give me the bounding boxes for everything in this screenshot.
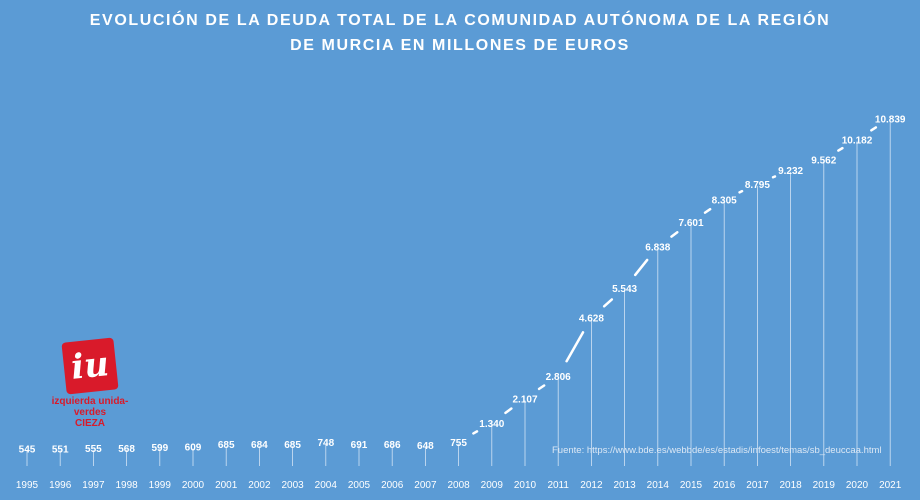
x-tick-label: 2011 <box>547 480 569 491</box>
x-tick-label: 2005 <box>348 480 371 491</box>
source-note: Fuente: https://www.bde.es/webbde/es/est… <box>552 445 882 456</box>
data-label: 684 <box>251 440 268 451</box>
x-tick-label: 2008 <box>447 480 470 491</box>
data-label: 9.232 <box>778 166 803 177</box>
iu-logo-icon: iu <box>61 337 119 395</box>
x-tick-label: 2010 <box>514 480 537 491</box>
series-line-segment <box>703 207 712 214</box>
series-line-segment <box>472 430 479 435</box>
data-label: 685 <box>284 440 301 451</box>
x-tick-label: 2016 <box>713 480 736 491</box>
x-tick-label: 2017 <box>746 480 769 491</box>
series-line-segment <box>738 189 744 194</box>
x-tick-label: 2019 <box>813 480 836 491</box>
logo-text-line-1: izquierda unida-verdes <box>51 396 129 418</box>
data-label: 8.795 <box>745 180 770 191</box>
data-label: 555 <box>85 444 102 455</box>
data-label: 599 <box>151 443 168 454</box>
x-tick-label: 1998 <box>115 480 138 491</box>
data-label: 686 <box>384 440 401 451</box>
series-line-segment <box>670 231 679 238</box>
x-tick-label: 1995 <box>16 480 39 491</box>
data-label: 2.107 <box>512 394 537 405</box>
x-tick-label: 2009 <box>481 480 504 491</box>
iu-logo: iu izquierda unida-verdes CIEZA <box>40 337 140 429</box>
data-label: 2.806 <box>546 372 571 383</box>
x-tick-label: 2003 <box>281 480 304 491</box>
series-line-segment <box>771 175 777 179</box>
x-tick-label: 1997 <box>82 480 105 491</box>
series-line-segment <box>504 407 513 415</box>
x-tick-label: 2002 <box>248 480 271 491</box>
data-label: 7.601 <box>678 218 703 229</box>
data-label: 648 <box>417 441 434 452</box>
x-tick-label: 2015 <box>680 480 703 491</box>
x-tick-label: 2014 <box>647 480 670 491</box>
data-label: 8.305 <box>712 196 737 207</box>
logo-text-line-2: CIEZA <box>75 418 105 429</box>
series-line-segment <box>633 258 649 277</box>
x-tick-label: 1996 <box>49 480 72 491</box>
x-tick-label: 2013 <box>613 480 636 491</box>
x-tick-label: 2001 <box>215 480 238 491</box>
x-tick-label: 2020 <box>846 480 869 491</box>
data-label: 755 <box>450 438 467 449</box>
data-label: 545 <box>19 445 36 456</box>
series-line-segment <box>870 126 878 132</box>
data-label: 10.182 <box>842 135 873 146</box>
data-label: 5.543 <box>612 284 637 295</box>
chart-title-line-2: DE MURCIA EN MILLONES DE EUROS <box>290 37 630 54</box>
data-label: 6.838 <box>645 243 670 254</box>
data-label: 748 <box>317 438 334 449</box>
data-label: 691 <box>351 440 368 451</box>
x-tick-label: 1999 <box>149 480 172 491</box>
data-label: 551 <box>52 444 69 455</box>
data-label: 685 <box>218 440 235 451</box>
data-label: 609 <box>185 442 202 453</box>
x-tick-label: 2006 <box>381 480 404 491</box>
series-line-segment <box>537 384 546 391</box>
data-label: 10.839 <box>875 114 906 125</box>
series-line-segment <box>602 298 614 308</box>
x-tick-label: 2007 <box>414 480 437 491</box>
series-line-segment <box>565 331 585 363</box>
data-label: 568 <box>118 444 135 455</box>
data-label: 1.340 <box>479 419 504 430</box>
x-tick-label: 2000 <box>182 480 205 491</box>
x-tick-label: 2012 <box>580 480 603 491</box>
series-line-segment <box>837 146 844 152</box>
x-tick-label: 2004 <box>315 480 338 491</box>
x-tick-label: 2021 <box>879 480 902 491</box>
data-label: 9.562 <box>811 155 836 166</box>
x-tick-label: 2018 <box>779 480 802 491</box>
data-label: 4.628 <box>579 314 604 325</box>
chart-title-line-1: EVOLUCIÓN DE LA DEUDA TOTAL DE LA COMUNI… <box>89 12 831 29</box>
